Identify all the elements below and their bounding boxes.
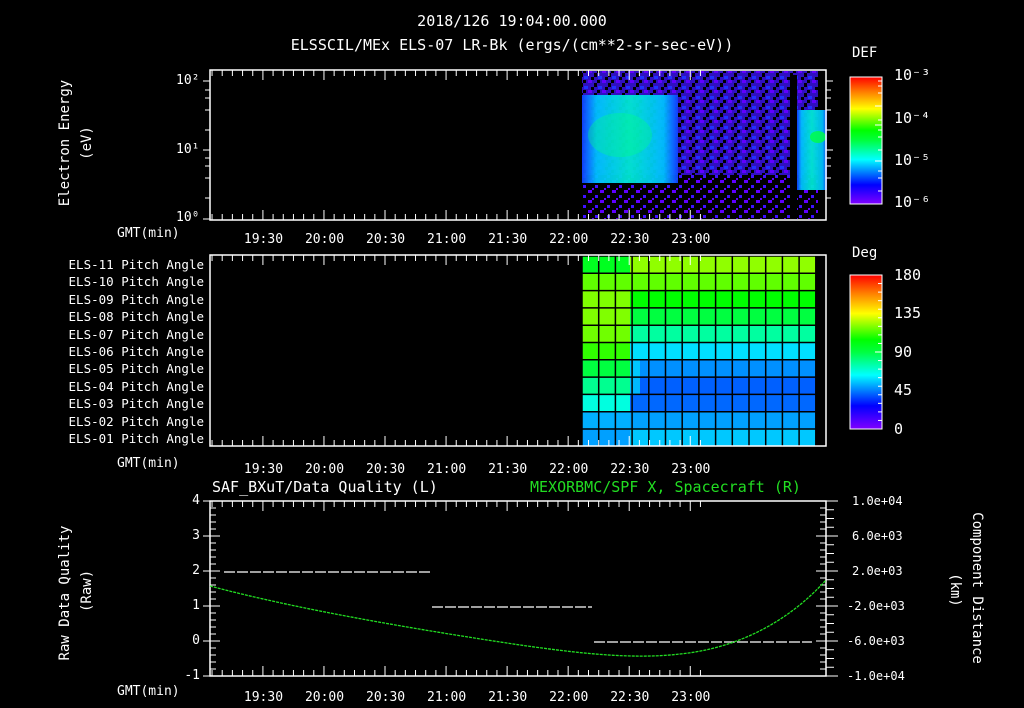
time-axis-label: GMT(min) xyxy=(117,226,180,241)
deg-colorbar-tick: 135 xyxy=(894,304,922,322)
time-tick-label: 22:30 xyxy=(610,462,650,477)
pitch-angle-row-label: ELS-06 Pitch Angle xyxy=(68,344,204,359)
time-tick-label: 20:30 xyxy=(366,462,406,477)
pitch-angle-row-label: ELS-05 Pitch Angle xyxy=(68,361,204,377)
energy-ytick: 10⁰ xyxy=(176,210,200,225)
quality-right-title: MEXORBMC/SPF X, Spacecraft (R) xyxy=(530,478,801,496)
pitch-x-ticks xyxy=(211,255,701,446)
def-colorbar xyxy=(849,76,883,205)
energy-ytick: 10² xyxy=(176,73,200,88)
def-colorbar-tick: 10⁻³ xyxy=(894,66,931,84)
plot-subtitle: ELSSCIL/MEx ELS-07 LR-Bk (ergs/(cm**2-sr… xyxy=(290,36,734,54)
time-tick-label: 19:30 xyxy=(243,690,284,705)
distance-ylabel-units: (km) xyxy=(947,573,963,607)
quality-ytick: 4 xyxy=(192,493,200,508)
energy-ylabel-units: (eV) xyxy=(79,126,95,160)
time-tick-label: 21:00 xyxy=(427,462,467,477)
time-tick-label: 20:00 xyxy=(304,232,345,247)
quality-ytick: -1 xyxy=(184,668,200,683)
time-tick-label: 21:30 xyxy=(488,462,528,477)
distance-ytick: -2.0e+03 xyxy=(847,599,905,613)
deg-colorbar-tick: 90 xyxy=(894,343,913,361)
time-tick-label: 21:30 xyxy=(488,690,528,705)
def-colorbar-tick: 10⁻⁶ xyxy=(894,193,931,211)
data-quality-series xyxy=(224,571,812,643)
plot-timestamp: 2018/126 19:04:00.000 xyxy=(417,12,607,30)
energy-plot-frame xyxy=(209,69,827,221)
quality-ytick: 0 xyxy=(192,633,200,648)
pitch-angle-row-label: ELS-08 Pitch Angle xyxy=(68,309,204,325)
energy-ylabel: Electron Energy xyxy=(57,79,73,207)
quality-x-ticks xyxy=(211,501,701,676)
energy-y-ticks xyxy=(203,80,833,220)
time-tick-label: 23:00 xyxy=(671,690,711,705)
pitch-plot-frame xyxy=(209,254,827,447)
pitch-angle-row-label: ELS-07 Pitch Angle xyxy=(68,326,204,342)
quality-ytick: 2 xyxy=(192,563,200,578)
deg-colorbar-tick: 0 xyxy=(894,420,904,438)
quality-ytick: 1 xyxy=(192,598,200,613)
distance-ylabel: Component Distance xyxy=(969,512,985,664)
quality-ylabel: Raw Data Quality xyxy=(57,525,73,661)
pitch-angle-row-label: ELS-02 Pitch Angle xyxy=(68,413,204,429)
pitch-angle-row-label: ELS-09 Pitch Angle xyxy=(68,291,204,307)
deg-colorbar-title: Deg xyxy=(852,245,878,261)
time-tick-label: 19:30 xyxy=(243,462,284,477)
time-axis-label: GMT(min) xyxy=(117,456,180,471)
time-axis-label: GMT(min) xyxy=(117,684,180,699)
quality-ytick: 3 xyxy=(192,528,200,543)
time-tick-label: 23:00 xyxy=(671,232,711,247)
time-tick-label: 20:30 xyxy=(366,690,406,705)
time-tick-label: 23:00 xyxy=(671,462,711,477)
quality-ylabel-units: (Raw) xyxy=(79,569,95,612)
def-colorbar-title: DEF xyxy=(852,45,878,61)
distance-ytick: 1.0e+04 xyxy=(852,494,903,508)
time-tick-label: 19:30 xyxy=(243,232,284,247)
distance-ytick: 6.0e+03 xyxy=(852,529,903,543)
def-colorbar-tick: 10⁻⁵ xyxy=(894,151,931,169)
deg-colorbar-tick: 45 xyxy=(894,381,913,399)
def-colorbar-tick: 10⁻⁴ xyxy=(894,109,931,127)
pitch-angle-row-label: ELS-04 Pitch Angle xyxy=(68,378,204,394)
time-tick-label: 22:30 xyxy=(610,690,650,705)
deg-colorbar-tick: 180 xyxy=(894,266,922,284)
pitch-angle-row-label: ELS-03 Pitch Angle xyxy=(68,396,204,412)
distance-ytick: -1.0e+04 xyxy=(847,669,905,683)
time-tick-label: 22:00 xyxy=(549,232,589,247)
distance-ytick: 2.0e+03 xyxy=(852,564,903,578)
energy-ytick: 10¹ xyxy=(176,142,200,157)
pitch-angle-grid xyxy=(581,255,817,448)
time-tick-label: 22:00 xyxy=(549,690,589,705)
energy-spectrogram xyxy=(582,71,827,220)
time-tick-label: 20:00 xyxy=(304,462,345,477)
time-tick-label: 21:30 xyxy=(488,232,528,247)
time-tick-label: 20:00 xyxy=(304,690,345,705)
distance-ytick: -6.0e+03 xyxy=(847,634,905,648)
quality-left-title: SAF_BXuT/Data Quality (L) xyxy=(212,478,438,496)
time-tick-label: 22:30 xyxy=(610,232,650,247)
spacecraft-x-series xyxy=(209,579,827,657)
time-tick-label: 21:00 xyxy=(427,232,467,247)
time-tick-label: 22:00 xyxy=(549,462,589,477)
time-tick-label: 21:00 xyxy=(427,690,467,705)
quality-plot-frame xyxy=(209,500,827,677)
energy-x-ticks xyxy=(211,70,701,220)
pitch-angle-row-label: ELS-10 Pitch Angle xyxy=(68,274,204,290)
pitch-angle-row-label: ELS-11 Pitch Angle xyxy=(68,257,204,272)
time-tick-label: 20:30 xyxy=(366,232,406,247)
pitch-angle-row-label: ELS-01 Pitch Angle xyxy=(68,431,204,446)
